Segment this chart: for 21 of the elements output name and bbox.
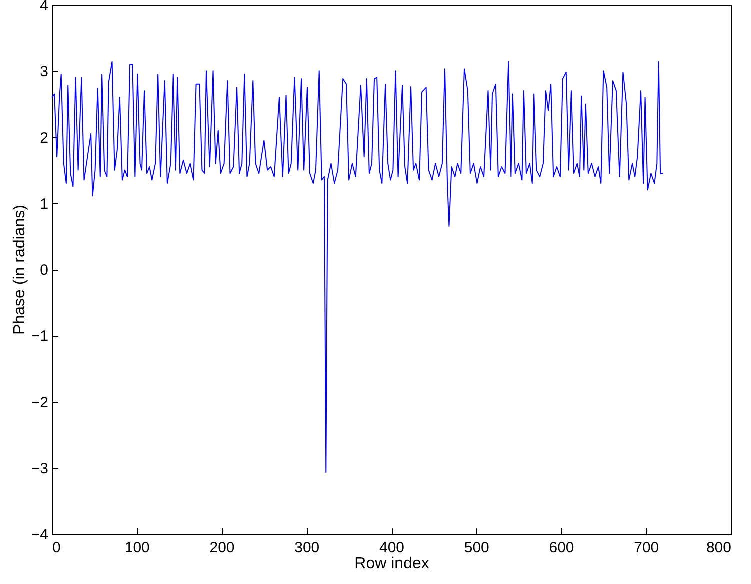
x-tick-label: 0 — [52, 540, 61, 556]
y-tick-label: 3 — [40, 64, 48, 81]
x-tick-label: 700 — [634, 540, 660, 556]
y-tick-label: 1 — [40, 196, 48, 213]
y-tick-label: −1 — [31, 328, 48, 346]
x-tick-label: 100 — [124, 540, 150, 556]
y-tick-label: 0 — [40, 262, 48, 279]
y-tick-label: −3 — [31, 460, 48, 478]
x-tick-label: 300 — [294, 540, 320, 556]
x-axis-title: Row index — [354, 556, 430, 572]
y-tick-label: −2 — [31, 394, 48, 412]
x-tick-label: 600 — [549, 540, 574, 556]
y-tick-label: 4 — [40, 0, 48, 14]
x-tick-label: 500 — [464, 540, 490, 556]
x-tick-label: 800 — [706, 540, 732, 556]
y-tick-label: −4 — [31, 526, 48, 544]
line-series — [52, 61, 664, 474]
y-tick-label: 2 — [40, 130, 48, 147]
x-tick-label: 400 — [379, 540, 405, 556]
y-axis-title: Phase (in radians) — [11, 205, 28, 335]
x-tick-label: 200 — [210, 540, 235, 556]
